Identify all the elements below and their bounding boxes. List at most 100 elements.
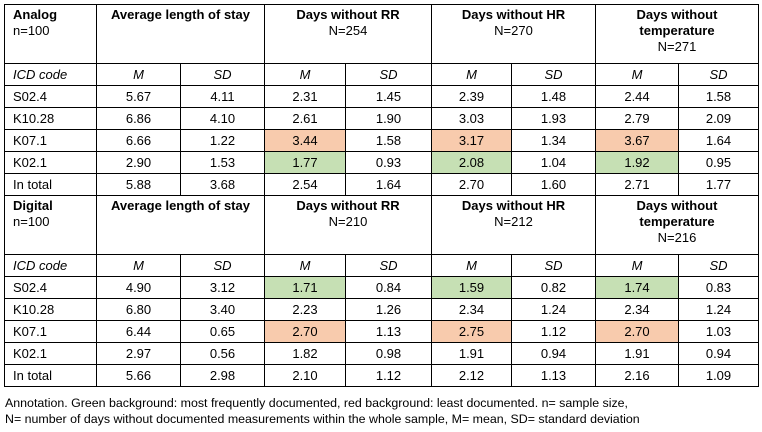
sd-value-cell: 2.09 [678, 107, 759, 130]
table-row: In total 5.66 2.98 2.10 1.12 2.12 1.13 2.16 1.09 [4, 364, 759, 387]
sd-value-cell: 1.12 [345, 364, 432, 387]
sd-value-cell: 1.13 [511, 364, 596, 387]
sd-value-cell: 1.24 [678, 298, 759, 321]
mean-value-cell: 2.44 [595, 85, 679, 108]
mean-value-cell: 2.23 [264, 298, 346, 321]
sd-header: SD [180, 63, 265, 86]
sd-value-cell: 3.12 [180, 276, 265, 299]
table-row: S02.4 5.67 4.11 2.31 1.45 2.39 1.48 2.44 1.58 [4, 85, 759, 108]
sd-value-cell: 1.58 [345, 129, 432, 152]
mean-value-cell: 2.12 [431, 364, 512, 387]
mean-value-cell: 2.70 [431, 173, 512, 196]
sd-value-cell: 1.77 [678, 173, 759, 196]
metric-header-cell: Average length of stay [96, 4, 265, 64]
mean-value-cell: 2.10 [264, 364, 346, 387]
metric-title: Days without HR [461, 7, 566, 22]
sample-header-cell: Digital n=100 [4, 195, 97, 255]
metric-title: Days without RR [296, 7, 400, 22]
mean-header: M [96, 254, 181, 277]
annotation-note: Annotation. Green background: most frequ… [5, 395, 757, 427]
sd-value-cell: 4.11 [180, 85, 265, 108]
sd-value-cell: 0.84 [345, 276, 432, 299]
sd-value-cell: 0.82 [511, 276, 596, 299]
mean-value-cell: 3.17 [431, 129, 512, 152]
sample-header-cell: Analog n=100 [4, 4, 97, 64]
metric-title: Days without HR [461, 198, 566, 213]
sd-value-cell: 0.56 [180, 342, 265, 365]
metric-title: Days without RR [296, 198, 400, 213]
mean-header: M [264, 254, 346, 277]
icd-code-cell: K02.1 [4, 342, 97, 365]
metric-count: N=210 [328, 214, 368, 229]
metric-header-cell: Days without RR N=210 [264, 195, 432, 255]
icd-code-cell: K10.28 [4, 298, 97, 321]
mean-value-cell: 1.91 [431, 342, 512, 365]
icd-code-cell: S02.4 [4, 85, 97, 108]
sd-header: SD [345, 254, 432, 277]
sd-value-cell: 1.93 [511, 107, 596, 130]
sd-header: SD [678, 63, 759, 86]
sd-header: SD [511, 63, 596, 86]
icd-code-cell: In total [4, 173, 97, 196]
mean-value-cell: 2.79 [595, 107, 679, 130]
metric-title: Average length of stay [111, 7, 250, 22]
mean-value-cell: 2.70 [595, 320, 679, 343]
metric-title: Days without temperature [636, 7, 718, 38]
sd-value-cell: 1.48 [511, 85, 596, 108]
sd-value-cell: 1.03 [678, 320, 759, 343]
sd-header: SD [180, 254, 265, 277]
mean-value-cell: 2.97 [96, 342, 181, 365]
sd-value-cell: 1.13 [345, 320, 432, 343]
table-row: K07.1 6.66 1.22 3.44 1.58 3.17 1.34 3.67 1.64 [4, 129, 759, 152]
mean-value-cell: 2.75 [431, 320, 512, 343]
mean-value-cell: 1.77 [264, 151, 346, 174]
sample-title: Digital [13, 198, 53, 213]
mean-value-cell: 1.74 [595, 276, 679, 299]
mean-value-cell: 3.44 [264, 129, 346, 152]
mean-value-cell: 2.39 [431, 85, 512, 108]
sample-size: n=100 [13, 214, 50, 229]
sd-value-cell: 1.53 [180, 151, 265, 174]
mean-value-cell: 1.91 [595, 342, 679, 365]
mean-value-cell: 5.67 [96, 85, 181, 108]
metric-header-cell: Days without temperature N=216 [595, 195, 759, 255]
mean-value-cell: 1.71 [264, 276, 346, 299]
sd-header: SD [345, 63, 432, 86]
icd-code-cell: In total [4, 364, 97, 387]
sd-value-cell: 1.60 [511, 173, 596, 196]
metric-count: N=270 [494, 23, 533, 38]
metric-header-cell: Average length of stay [96, 195, 265, 255]
icd-code-cell: K02.1 [4, 151, 97, 174]
sd-value-cell: 0.65 [180, 320, 265, 343]
table-row: K02.1 2.97 0.56 1.82 0.98 1.91 0.94 1.91 0.94 [4, 342, 759, 365]
icd-code-cell: K10.28 [4, 107, 97, 130]
sd-value-cell: 1.58 [678, 85, 759, 108]
sd-value-cell: 1.22 [180, 129, 265, 152]
sd-value-cell: 3.68 [180, 173, 265, 196]
sample-size: n=100 [13, 23, 50, 38]
metric-title: Days without temperature [636, 198, 718, 229]
results-table: Analog n=100 Average length of stay Days wi… [4, 4, 759, 387]
annotation-line-2: N= number of days without documented mea… [5, 412, 640, 426]
mean-header: M [595, 63, 679, 86]
mean-value-cell: 1.92 [595, 151, 679, 174]
icd-code-cell: K07.1 [4, 129, 97, 152]
metric-header-cell: Days without HR N=270 [431, 4, 596, 64]
table-row: K02.1 2.90 1.53 1.77 0.93 2.08 1.04 1.92 0.95 [4, 151, 759, 174]
group-header-row: Digital n=100 Average length of stay Days w… [4, 195, 759, 255]
table-row: K07.1 6.44 0.65 2.70 1.13 2.75 1.12 2.70 1.03 [4, 320, 759, 343]
mean-value-cell: 3.03 [431, 107, 512, 130]
sd-header: SD [678, 254, 759, 277]
metric-count: N=271 [657, 39, 697, 54]
sd-value-cell: 0.94 [678, 342, 759, 365]
metric-header-cell: Days without temperature N=271 [595, 4, 759, 64]
mean-value-cell: 6.44 [96, 320, 181, 343]
mean-value-cell: 2.90 [96, 151, 181, 174]
sd-value-cell: 1.64 [345, 173, 432, 196]
mean-value-cell: 2.70 [264, 320, 346, 343]
icd-code-header: ICD code [4, 254, 97, 277]
mean-value-cell: 5.66 [96, 364, 181, 387]
mean-value-cell: 2.54 [264, 173, 346, 196]
icd-code-cell: K07.1 [4, 320, 97, 343]
